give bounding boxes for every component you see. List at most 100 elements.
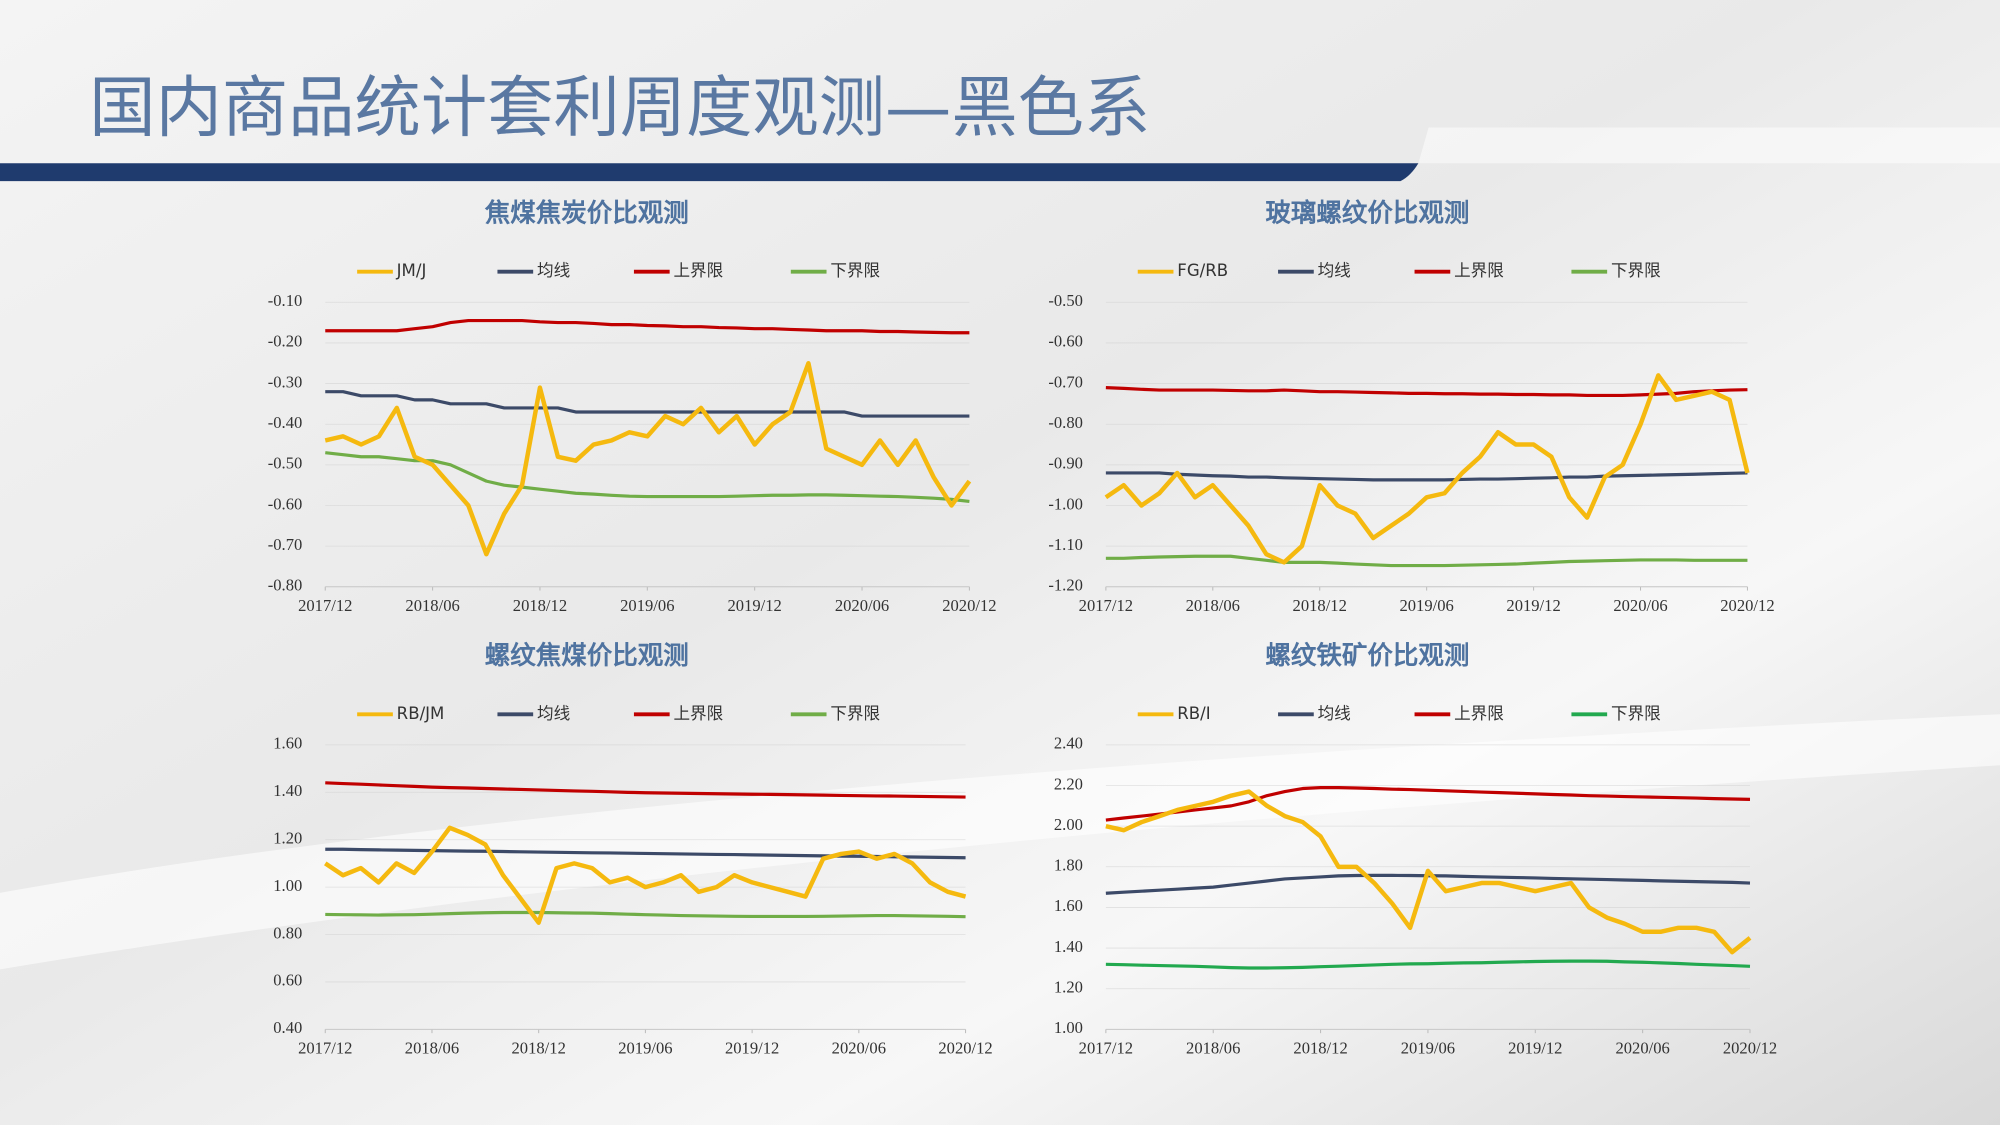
x-tick-label: 2020/06: [835, 596, 889, 615]
y-tick-label: 1.40: [1054, 937, 1083, 956]
legend-label: 上界限: [1454, 704, 1504, 723]
series-line: [1105, 786, 1751, 822]
y-tick-label: 1.60: [1054, 896, 1083, 915]
y-tick-label: -0.80: [1048, 413, 1083, 432]
y-tick-label: 0.60: [273, 971, 302, 990]
page-title: 国内商品统计套利周度观测—黑色系: [89, 68, 1150, 146]
x-tick-label: 2019/06: [1399, 596, 1453, 615]
chart-title: 螺纹铁矿价比观测: [1265, 641, 1469, 671]
y-tick-label: 1.00: [273, 876, 302, 895]
x-tick-label: 2018/06: [1186, 1039, 1240, 1058]
background-swoosh: [0, 714, 2000, 970]
x-tick-label: 2017/12: [298, 596, 352, 615]
y-tick-label: -1.20: [1048, 576, 1083, 595]
legend-label: FG/RB: [1177, 261, 1228, 280]
series-line: [324, 825, 967, 925]
series-line: [1105, 959, 1751, 970]
legend-label: 均线: [1318, 704, 1351, 723]
series-line: [324, 361, 972, 557]
x-tick-label: 2019/12: [728, 596, 782, 615]
y-tick-label: 1.20: [1054, 978, 1083, 997]
y-tick-label: 0.40: [273, 1018, 302, 1037]
series-line: [1104, 373, 1750, 565]
y-tick-label: -0.70: [268, 535, 303, 554]
legend-label: 上界限: [673, 261, 723, 280]
x-tick-label: 2018/12: [1293, 596, 1347, 615]
x-tick-label: 2019/06: [1401, 1039, 1455, 1058]
y-tick-label: -0.40: [268, 413, 303, 432]
legend-label: 下界限: [830, 261, 880, 280]
y-tick-label: -0.20: [268, 332, 303, 351]
y-tick-label: 2.40: [1054, 734, 1083, 753]
y-tick-label: -0.90: [1048, 454, 1083, 473]
legend-label: 下界限: [1611, 704, 1661, 723]
y-tick-label: -1.00: [1048, 494, 1083, 513]
series-line: [1105, 789, 1752, 955]
legend-label: 下界限: [1611, 261, 1661, 280]
y-tick-label: -0.60: [1048, 332, 1083, 351]
series-line: [325, 390, 970, 418]
x-tick-label: 2020/12: [1720, 596, 1774, 615]
legend-label: 均线: [537, 261, 570, 280]
x-tick-label: 2019/12: [1506, 596, 1560, 615]
y-tick-label: 2.20: [1054, 774, 1083, 793]
x-tick-label: 2018/12: [1293, 1039, 1347, 1058]
y-tick-label: 1.80: [1054, 856, 1083, 875]
series-line: [325, 910, 966, 919]
y-tick-label: -0.10: [268, 291, 303, 310]
legend-label: 下界限: [830, 704, 880, 723]
y-tick-label: 2.00: [1054, 815, 1083, 834]
x-tick-label: 2019/12: [725, 1039, 779, 1058]
y-tick-label: 1.60: [273, 734, 302, 753]
x-tick-label: 2018/12: [513, 596, 567, 615]
legend-label: JM/J: [396, 261, 427, 280]
x-tick-label: 2020/06: [1615, 1039, 1669, 1058]
title-bar-shadow: [1418, 127, 2000, 164]
x-tick-label: 2018/06: [405, 1039, 459, 1058]
x-tick-label: 2017/12: [298, 1039, 352, 1058]
series-line: [1105, 386, 1748, 398]
x-tick-label: 2020/06: [1613, 596, 1667, 615]
y-tick-label: -0.50: [268, 454, 303, 473]
y-tick-label: -0.60: [268, 494, 303, 513]
series-line: [1105, 471, 1748, 482]
y-tick-label: 1.20: [273, 829, 302, 848]
title-bar: [0, 163, 1419, 182]
x-tick-label: 2020/12: [1723, 1039, 1777, 1058]
chart-title: 焦煤焦炭价比观测: [485, 198, 689, 228]
x-tick-label: 2020/06: [832, 1039, 886, 1058]
legend-label: 均线: [1318, 261, 1351, 280]
series-line: [1105, 554, 1748, 568]
legend-label: 上界限: [1454, 261, 1504, 280]
x-tick-label: 2019/06: [618, 1039, 672, 1058]
y-tick-label: 0.80: [273, 923, 302, 942]
y-tick-label: -0.50: [1048, 291, 1083, 310]
series-line: [325, 451, 970, 503]
chart-title: 螺纹焦煤价比观测: [485, 641, 689, 671]
legend-label: 均线: [537, 704, 570, 723]
x-tick-label: 2018/12: [512, 1039, 566, 1058]
y-tick-label: -0.80: [268, 576, 303, 595]
x-tick-label: 2017/12: [1079, 596, 1133, 615]
x-tick-label: 2018/06: [405, 596, 459, 615]
y-tick-label: -0.30: [268, 372, 303, 391]
chart-title: 玻璃螺纹价比观测: [1265, 198, 1469, 228]
legend-label: RB/I: [1177, 704, 1210, 723]
series-line: [325, 781, 966, 799]
x-tick-label: 2020/12: [942, 596, 996, 615]
x-tick-label: 2020/12: [938, 1039, 992, 1058]
y-tick-label: -0.70: [1048, 372, 1083, 391]
y-tick-label: 1.00: [1054, 1018, 1083, 1037]
legend-label: RB/JM: [397, 704, 445, 723]
x-tick-label: 2018/06: [1186, 596, 1240, 615]
x-tick-label: 2019/12: [1508, 1039, 1562, 1058]
x-tick-label: 2019/06: [620, 596, 674, 615]
legend-label: 上界限: [673, 704, 723, 723]
y-tick-label: 1.40: [273, 781, 302, 800]
y-tick-label: -1.10: [1048, 535, 1083, 554]
series-line: [325, 318, 970, 335]
x-tick-label: 2017/12: [1079, 1039, 1133, 1058]
